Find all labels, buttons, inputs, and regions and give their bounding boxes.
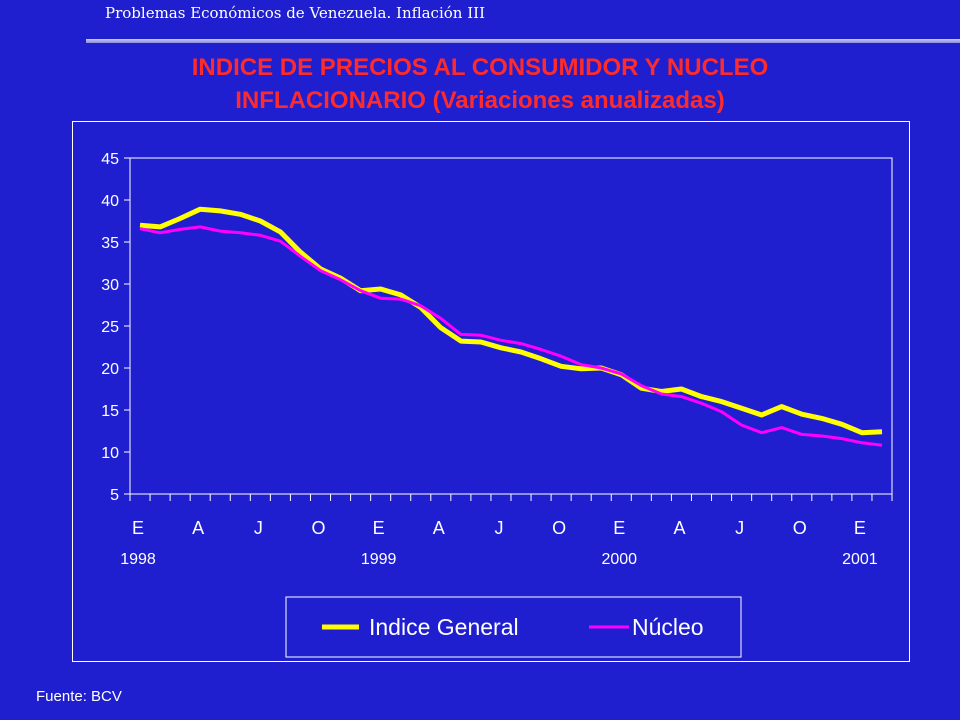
y-tick-label: 45 bbox=[101, 151, 119, 168]
x-year-label: 2001 bbox=[842, 551, 878, 568]
x-month-label: J bbox=[254, 518, 263, 538]
y-tick-label: 35 bbox=[101, 235, 119, 252]
series-line-nucleo bbox=[139, 225, 883, 447]
x-year-label: 1999 bbox=[361, 551, 397, 568]
y-tick-label: 5 bbox=[110, 487, 119, 504]
header-divider bbox=[86, 39, 960, 43]
x-month-label: A bbox=[192, 518, 204, 538]
y-tick-label: 40 bbox=[101, 193, 119, 210]
x-year-label: 1998 bbox=[120, 551, 156, 568]
y-tick-label: 15 bbox=[101, 403, 119, 420]
plot-area bbox=[129, 157, 893, 495]
x-month-label: O bbox=[552, 518, 566, 538]
x-month-label: J bbox=[735, 518, 744, 538]
series-line-indice-general bbox=[139, 206, 883, 436]
y-tick-label: 30 bbox=[101, 277, 119, 294]
legend-label: Núcleo bbox=[632, 614, 704, 640]
presentation-header: Problemas Económicos de Venezuela. Infla… bbox=[105, 4, 485, 22]
legend-box bbox=[285, 596, 742, 658]
y-tick-label: 10 bbox=[101, 445, 119, 462]
line-chart: 5 10 15 20 25 30 35 40 45 E A J O E A J O E A J O E 1998 1999 20… bbox=[101, 151, 893, 658]
y-tick-label: 20 bbox=[101, 361, 119, 378]
source-note: Fuente: BCV bbox=[36, 688, 122, 705]
chart-title-line1: INDICE DE PRECIOS AL CONSUMIDOR Y NUCLEO bbox=[191, 54, 769, 81]
legend-label: Indice General bbox=[369, 614, 519, 640]
x-year-label: 2000 bbox=[601, 551, 637, 568]
x-month-label: O bbox=[311, 518, 325, 538]
y-tick-label: 25 bbox=[101, 319, 119, 336]
x-month-label: E bbox=[854, 518, 866, 538]
chart-frame: 5 10 15 20 25 30 35 40 45 E A J O E A J O E A J O E 1998 1999 20… bbox=[72, 121, 910, 662]
chart-title-line2: INFLACIONARIO (Variaciones anualizadas) bbox=[235, 87, 725, 114]
x-month-label: O bbox=[793, 518, 807, 538]
x-month-label: A bbox=[433, 518, 445, 538]
x-month-label: E bbox=[132, 518, 144, 538]
x-month-label: E bbox=[373, 518, 385, 538]
x-month-label: J bbox=[494, 518, 503, 538]
x-month-label: A bbox=[673, 518, 685, 538]
x-month-label: E bbox=[613, 518, 625, 538]
